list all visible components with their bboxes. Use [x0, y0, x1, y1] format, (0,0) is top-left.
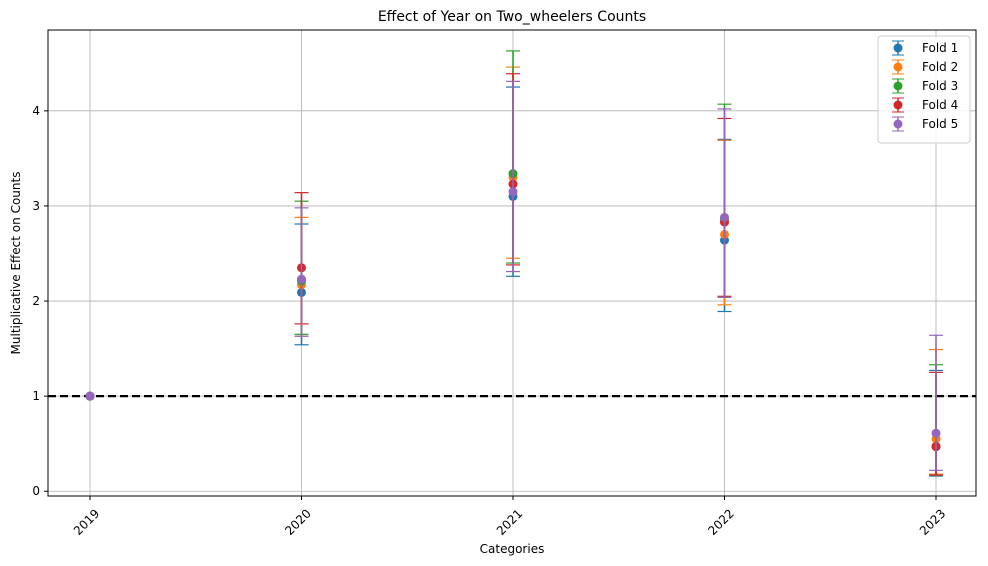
series-1	[85, 86, 943, 477]
data-point	[720, 212, 729, 222]
legend-marker	[893, 62, 903, 72]
legend-marker	[893, 81, 903, 91]
x-tick-label: 2019	[71, 506, 102, 537]
legend-marker	[893, 119, 903, 129]
y-tick-label: 3	[32, 199, 40, 213]
data-point	[508, 187, 518, 197]
legend-entry: Fold 1	[922, 41, 958, 55]
y-tick-label: 1	[32, 389, 40, 403]
legend-entry: Fold 4	[922, 98, 958, 112]
x-tick-label: 2022	[705, 506, 736, 537]
data-point	[931, 428, 941, 438]
legend-entry: Fold 3	[922, 79, 958, 93]
legend-marker	[893, 43, 903, 53]
y-tick-label: 4	[32, 104, 40, 118]
x-tick-label: 2021	[494, 506, 525, 537]
series-5	[85, 80, 943, 471]
series-4	[85, 73, 943, 476]
x-tick-label: 2020	[282, 506, 313, 537]
series-group	[85, 50, 943, 477]
axis-ticks: 2019 2020 2021 2022 2023 0 1 2 3 4	[32, 104, 948, 538]
legend-entry: Fold 5	[922, 117, 958, 131]
series-3	[85, 50, 943, 476]
legend: Fold 1 Fold 2 Fold 3 Fold 4 Fold 5	[877, 35, 971, 144]
legend-entry: Fold 2	[922, 60, 958, 74]
data-point	[297, 274, 306, 284]
x-tick-label: 2023	[917, 506, 948, 537]
data-point	[85, 391, 95, 401]
legend-box	[877, 35, 971, 144]
plot-frame	[47, 29, 977, 497]
legend-marker	[893, 100, 903, 110]
series-2	[85, 66, 943, 475]
y-axis-label: Multiplicative Effect on Counts	[9, 172, 23, 355]
y-tick-label: 0	[32, 484, 40, 498]
x-axis-label: Categories	[480, 542, 545, 556]
chart-title: Effect of Year on Two_wheelers Counts	[378, 9, 646, 25]
y-tick-label: 2	[32, 294, 40, 308]
